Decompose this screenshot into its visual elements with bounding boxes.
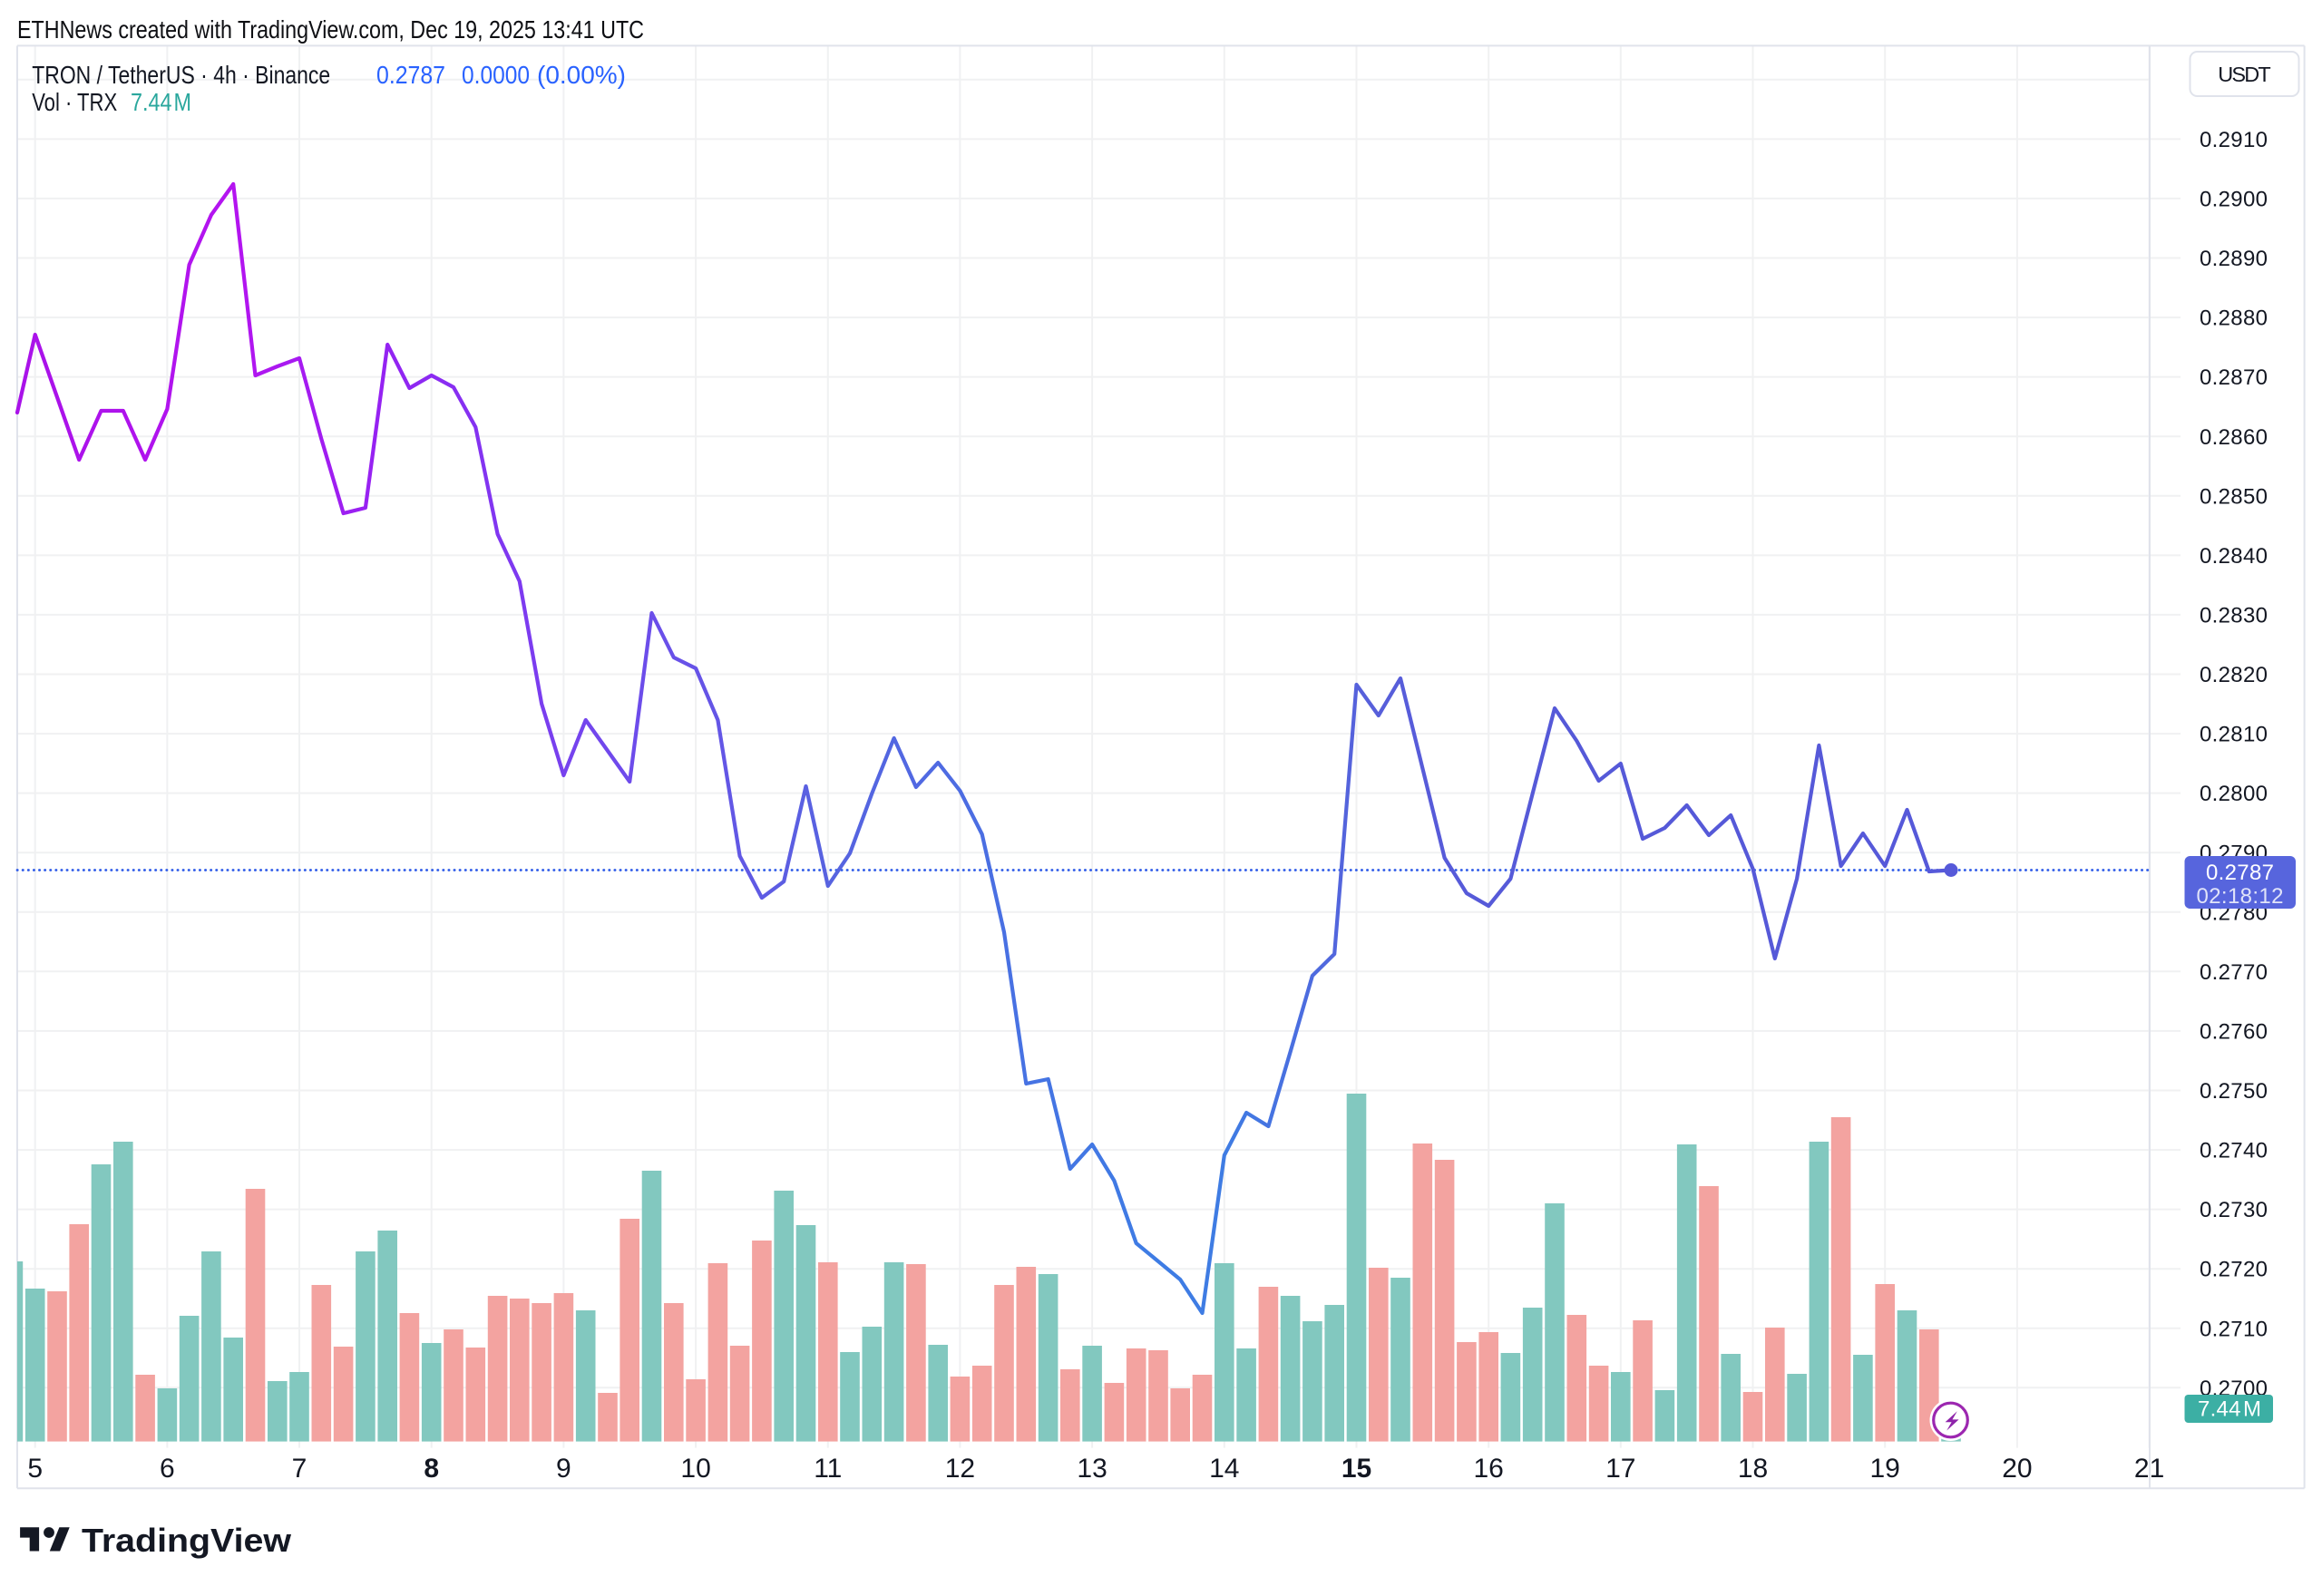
- svg-text:18: 18: [1738, 1454, 1768, 1484]
- svg-text:0.2770: 0.2770: [2200, 960, 2268, 985]
- svg-text:TRON / TetherUS · 4h · Binance: TRON / TetherUS · 4h · Binance: [32, 61, 330, 89]
- svg-text:0.2830: 0.2830: [2200, 604, 2268, 628]
- svg-text:0.2730: 0.2730: [2200, 1198, 2268, 1222]
- svg-text:0.2910: 0.2910: [2200, 128, 2268, 152]
- svg-text:02:18:12: 02:18:12: [2197, 884, 2284, 909]
- svg-text:USDT: USDT: [2218, 63, 2271, 86]
- svg-text:(0.00%): (0.00%): [537, 61, 626, 89]
- svg-text:0.2870: 0.2870: [2200, 365, 2268, 390]
- svg-text:11: 11: [814, 1454, 842, 1484]
- svg-text:0.2787: 0.2787: [2206, 861, 2274, 885]
- svg-text:0.2720: 0.2720: [2200, 1258, 2268, 1282]
- svg-text:0.2800: 0.2800: [2200, 782, 2268, 806]
- svg-text:6: 6: [160, 1454, 175, 1484]
- svg-text:21: 21: [2134, 1454, 2164, 1484]
- svg-text:14: 14: [1209, 1454, 1239, 1484]
- svg-text:10: 10: [680, 1454, 710, 1484]
- svg-text:0.2740: 0.2740: [2200, 1139, 2268, 1163]
- svg-text:19: 19: [1870, 1454, 1900, 1484]
- svg-text:7.44 M: 7.44 M: [131, 88, 191, 116]
- svg-text:TradingView: TradingView: [82, 1522, 292, 1559]
- svg-text:9: 9: [556, 1454, 571, 1484]
- svg-text:0.2840: 0.2840: [2200, 544, 2268, 569]
- svg-text:0.2750: 0.2750: [2200, 1079, 2268, 1104]
- svg-text:12: 12: [945, 1454, 975, 1484]
- svg-text:0.2890: 0.2890: [2200, 247, 2268, 271]
- svg-text:0.2710: 0.2710: [2200, 1317, 2268, 1341]
- svg-text:0.2900: 0.2900: [2200, 188, 2268, 212]
- svg-text:5: 5: [27, 1454, 43, 1484]
- svg-text:0.2810: 0.2810: [2200, 723, 2268, 747]
- svg-text:0.2880: 0.2880: [2200, 307, 2268, 331]
- svg-text:0.2850: 0.2850: [2200, 484, 2268, 509]
- svg-text:0.2760: 0.2760: [2200, 1020, 2268, 1045]
- svg-text:7: 7: [292, 1454, 307, 1484]
- svg-text:20: 20: [2002, 1454, 2032, 1484]
- svg-text:7.44 M: 7.44 M: [2198, 1397, 2261, 1422]
- svg-text:0.2787: 0.2787: [376, 61, 445, 89]
- svg-text:8: 8: [424, 1454, 439, 1484]
- svg-text:Vol · TRX: Vol · TRX: [32, 88, 117, 116]
- svg-text:ETHNews created with TradingVi: ETHNews created with TradingView.com, De…: [17, 15, 644, 44]
- svg-text:0.0000: 0.0000: [462, 61, 530, 89]
- svg-text:13: 13: [1077, 1454, 1107, 1484]
- svg-text:17: 17: [1605, 1454, 1635, 1484]
- svg-text:0.2860: 0.2860: [2200, 425, 2268, 450]
- svg-text:0.2820: 0.2820: [2200, 663, 2268, 687]
- svg-text:15: 15: [1341, 1454, 1371, 1484]
- svg-text:16: 16: [1474, 1454, 1504, 1484]
